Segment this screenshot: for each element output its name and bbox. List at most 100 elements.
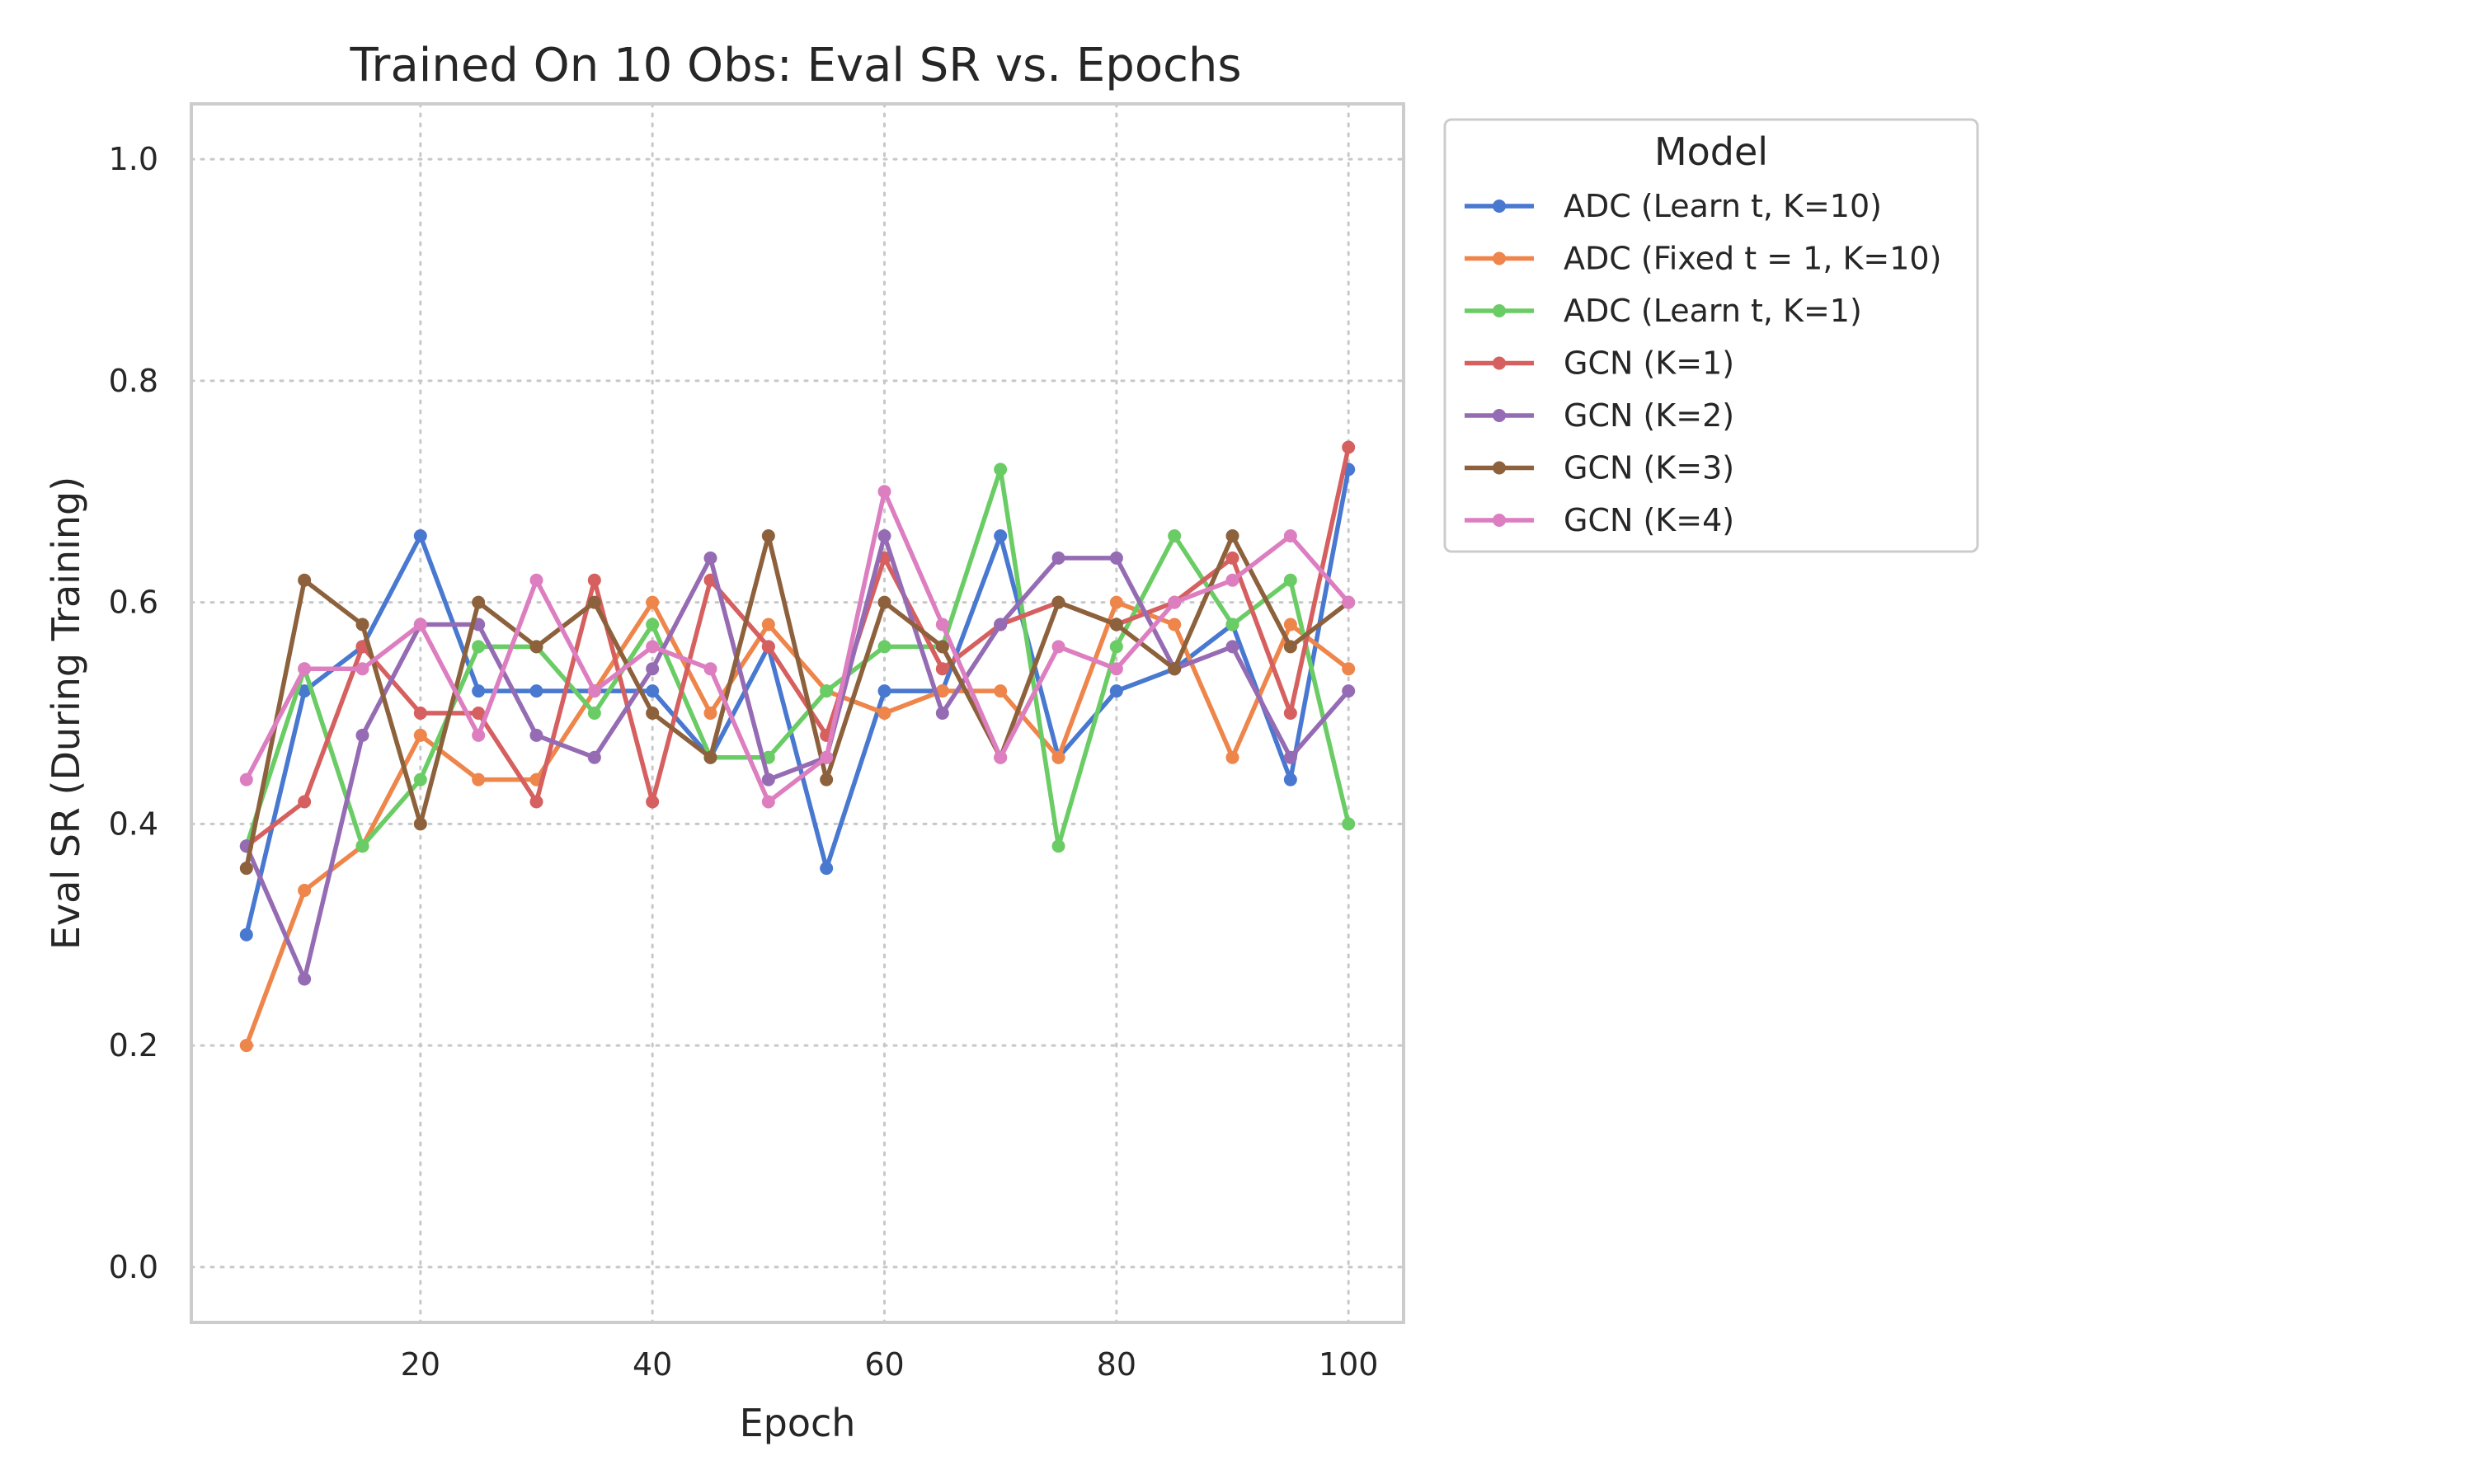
data-point xyxy=(994,684,1008,698)
data-point xyxy=(1225,640,1239,654)
legend-box xyxy=(1443,118,1979,553)
y-tick-label: 0.8 xyxy=(109,363,158,399)
data-point xyxy=(877,485,891,499)
data-point xyxy=(646,618,660,632)
data-point xyxy=(529,728,543,742)
data-point xyxy=(761,618,775,632)
data-point xyxy=(877,529,891,543)
data-point xyxy=(472,707,486,720)
data-point xyxy=(1225,551,1239,565)
legend-item: GCN (K=4) xyxy=(1465,502,1734,538)
x-tick-label: 40 xyxy=(633,1346,672,1383)
data-point xyxy=(1109,618,1123,632)
legend-label: ADC (Learn t, K=1) xyxy=(1564,293,1862,329)
data-point xyxy=(935,640,949,654)
data-point xyxy=(472,684,486,698)
data-point xyxy=(1109,640,1123,654)
data-point xyxy=(646,640,660,654)
data-point xyxy=(1168,595,1182,609)
y-tick-label: 0.6 xyxy=(109,585,158,621)
data-point xyxy=(413,618,427,632)
data-point xyxy=(472,728,486,742)
data-point xyxy=(472,595,486,609)
series-1 xyxy=(239,463,1356,942)
data-point xyxy=(761,773,775,787)
data-point xyxy=(703,662,717,676)
data-point xyxy=(1051,750,1065,764)
data-point xyxy=(1109,684,1123,698)
legend-label: GCN (K=2) xyxy=(1564,397,1734,434)
x-tick-label: 100 xyxy=(1319,1346,1379,1383)
data-point xyxy=(529,573,543,587)
data-point xyxy=(646,795,660,809)
data-point xyxy=(1283,573,1297,587)
legend-title: Model xyxy=(1654,129,1768,174)
data-point xyxy=(1225,573,1239,587)
data-point xyxy=(1051,551,1065,565)
legend: Model ADC (Learn t, K=10) ADC (Fixed t = … xyxy=(1443,118,1979,553)
x-tick-label: 20 xyxy=(401,1346,440,1383)
legend-items: ADC (Learn t, K=10) ADC (Fixed t = 1, K=1… xyxy=(1465,188,1941,538)
y-tick-label: 0.2 xyxy=(109,1027,158,1064)
data-point xyxy=(355,618,369,632)
data-point xyxy=(877,640,891,654)
data-point xyxy=(587,573,601,587)
data-point xyxy=(239,1039,253,1053)
data-point xyxy=(1342,684,1356,698)
data-point xyxy=(1225,750,1239,764)
data-point xyxy=(646,684,660,698)
data-point xyxy=(413,773,427,787)
data-point xyxy=(1051,595,1065,609)
legend-swatch-marker xyxy=(1493,356,1506,370)
data-point xyxy=(239,773,253,787)
data-point xyxy=(1283,707,1297,720)
data-point xyxy=(820,773,834,787)
data-point xyxy=(1051,640,1065,654)
chart-title: Trained On 10 Obs: Eval SR vs. Epochs xyxy=(349,39,1241,92)
series-line xyxy=(244,489,1351,805)
series-lines xyxy=(239,440,1356,1053)
data-point xyxy=(355,728,369,742)
series-line xyxy=(244,467,1351,848)
series-7 xyxy=(239,485,1356,809)
series-line xyxy=(244,533,1351,871)
series-line xyxy=(244,533,1351,982)
data-point xyxy=(1283,750,1297,764)
data-point xyxy=(994,750,1008,764)
data-point xyxy=(298,972,312,986)
data-point xyxy=(1342,595,1356,609)
data-point xyxy=(877,707,891,720)
series-2 xyxy=(239,595,1356,1053)
data-point xyxy=(703,551,717,565)
data-point xyxy=(1283,640,1297,654)
legend-item: ADC (Learn t, K=1) xyxy=(1465,293,1862,329)
legend-swatch-marker xyxy=(1493,251,1506,265)
data-point xyxy=(1342,662,1356,676)
plot-frame xyxy=(190,102,1405,1324)
data-point xyxy=(587,707,601,720)
data-point xyxy=(646,707,660,720)
data-point xyxy=(935,707,949,720)
data-point xyxy=(1225,618,1239,632)
data-point xyxy=(703,707,717,720)
data-point xyxy=(935,618,949,632)
data-point xyxy=(298,795,312,809)
y-axis-label: Eval SR (During Training) xyxy=(44,477,88,950)
data-point xyxy=(587,595,601,609)
data-point xyxy=(994,618,1008,632)
x-tick-label: 80 xyxy=(1097,1346,1136,1383)
data-point xyxy=(239,862,253,876)
series-line xyxy=(244,444,1351,848)
data-point xyxy=(820,862,834,876)
x-tick-label: 60 xyxy=(864,1346,904,1383)
data-point xyxy=(994,529,1008,543)
data-point xyxy=(413,728,427,742)
data-point xyxy=(413,529,427,543)
data-point xyxy=(587,750,601,764)
data-point xyxy=(1283,618,1297,632)
data-point xyxy=(587,684,601,698)
legend-item: GCN (K=2) xyxy=(1465,397,1734,434)
legend-item: GCN (K=3) xyxy=(1465,450,1734,486)
data-point xyxy=(1109,595,1123,609)
